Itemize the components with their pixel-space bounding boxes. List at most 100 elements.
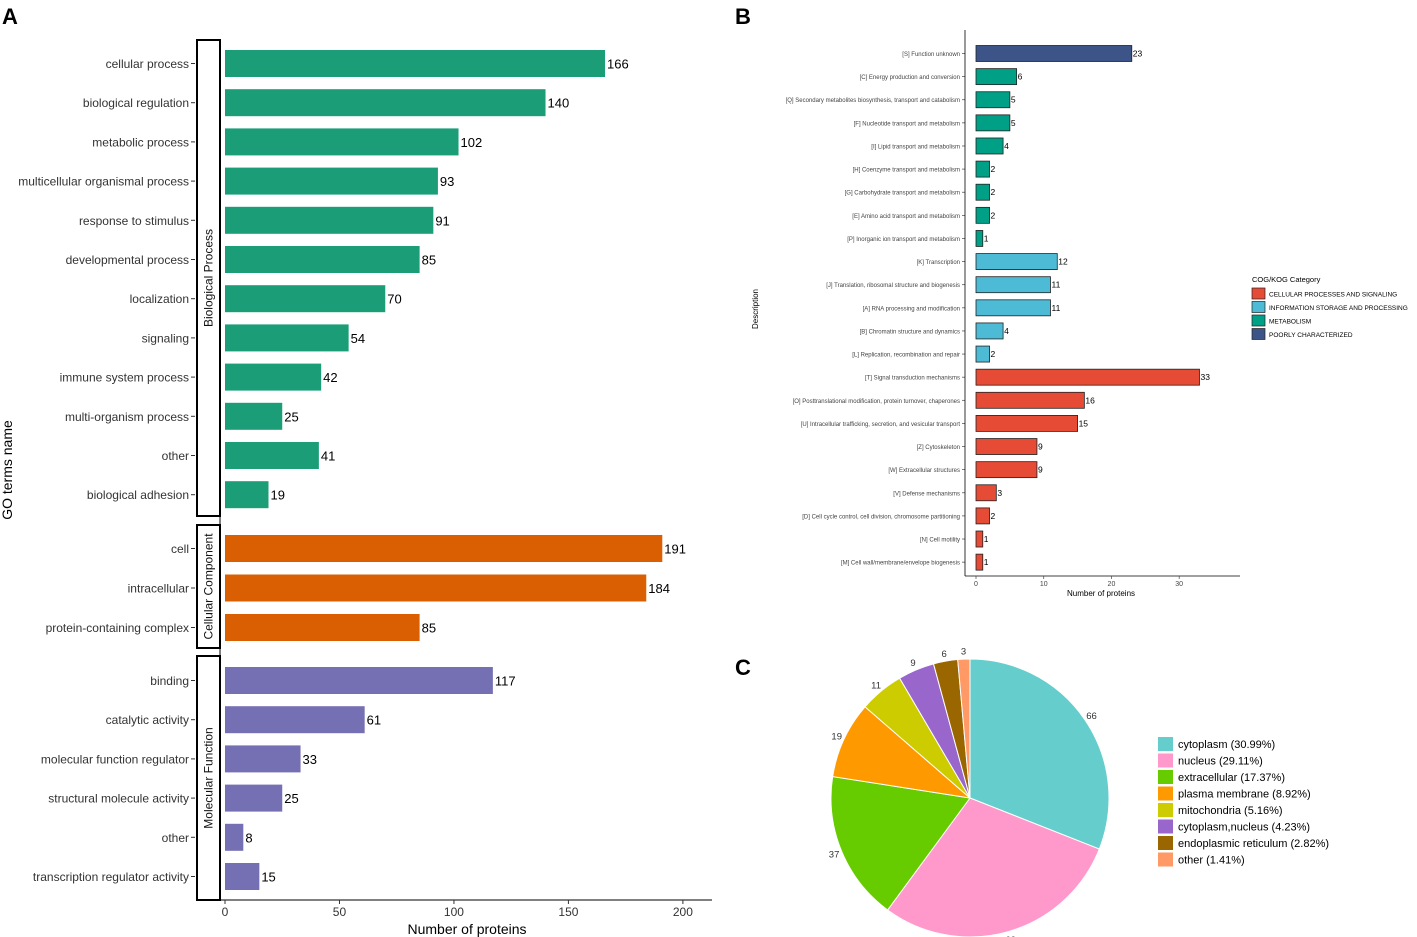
data-label: 5 [1011,95,1016,105]
bar [975,276,1051,294]
bar [975,206,990,224]
data-label: 184 [648,581,670,596]
category-label: [T] Signal transduction mechanisms [865,376,960,382]
category-label: metabolic process [92,135,189,149]
bar [975,160,990,178]
category-label: [Q] Secondary metabolites biosynthesis, … [786,98,960,104]
panel-b-label: B [735,4,751,29]
category-label: intracellular [128,582,189,596]
data-label: 42 [323,370,337,385]
bar [975,137,1004,155]
x-tick-label: 20 [1108,581,1116,588]
bar [975,461,1038,479]
legend-label: plasma membrane (8.92%) [1178,789,1311,801]
x-axis-title: Number of proteins [407,921,526,937]
bar [225,481,269,509]
category-label: catalytic activity [106,713,189,727]
data-label: 19 [271,488,285,503]
category-label: [N] Cell motility [920,538,960,544]
bar [225,89,546,117]
data-label: 1 [984,233,989,243]
bar [225,246,420,273]
category-label: multi-organism process [65,410,189,424]
legend-label: endoplasmic reticulum (2.82%) [1178,838,1329,850]
data-label: 70 [387,292,401,307]
bar [225,706,365,734]
data-label: 91 [435,213,449,228]
legend-swatch [1251,328,1266,340]
legend-swatch [1158,753,1173,768]
x-tick-label: 0 [974,581,978,588]
bar [975,299,1051,317]
bar [975,68,1018,86]
data-label: 5 [1011,118,1016,128]
bar [225,535,663,562]
data-label: 85 [422,253,436,268]
bar [975,507,990,525]
bar [975,415,1078,432]
data-label: 1 [984,557,989,567]
data-label: 16 [1085,395,1095,405]
data-label: 1 [984,534,989,544]
data-label: 2 [991,349,996,359]
x-tick-label: 50 [333,905,347,919]
category-label: [B] Chromatin structure and dynamics [860,329,960,335]
legend-label: cytoplasm (30.99%) [1178,739,1275,751]
category-label: cell [171,542,189,556]
category-label: other [162,831,189,845]
pie-slice [830,775,971,911]
category-label: [Z] Cytoskeleton [917,445,960,451]
category-label: developmental process [66,253,189,267]
legend-swatch [1251,314,1266,327]
x-tick-label: 10 [1040,581,1048,588]
category-label: [M] Cell wall/membrane/envelope biogenes… [841,561,960,567]
legend-title: COG/KOG Category [1252,275,1321,284]
bar [225,823,244,851]
bar [975,484,997,502]
data-label: 2 [991,164,996,174]
bar [975,253,1058,270]
panel-a-label: A [2,4,18,29]
data-label: 15 [261,870,275,885]
bar [975,183,990,201]
panel-c: C 66 62 37 19 11 9 6 3 cytoplasm (30.99%) nucleus… [735,647,1329,937]
legend-label: POORLY CHARACTERIZED [1269,332,1353,339]
category-label: [L] Replication, recombination and repai… [852,353,960,359]
category-label: [S] Function unknown [902,52,960,58]
category-label: [U] Intracellular trafficking, secretion… [801,422,961,428]
pie-slice [957,658,971,799]
bar [975,530,984,548]
category-label: [W] Extracellular structures [888,468,960,474]
legend-label: INFORMATION STORAGE AND PROCESSING [1269,305,1408,312]
slice-value-label: 11 [871,680,881,691]
x-tick-label: 100 [444,905,464,919]
bar [975,345,990,363]
data-label: 12 [1058,257,1068,267]
category-label: transcription regulator activity [33,870,189,884]
data-label: 33 [1201,372,1211,382]
data-label: 191 [664,542,686,557]
bar [225,667,493,694]
bar [225,363,322,391]
y-axis-title: Description [751,289,760,329]
panel-c-label: C [735,655,751,680]
category-label: response to stimulus [79,214,189,228]
category-label: [K] Transcription [917,260,960,266]
bar [975,91,1011,109]
legend-label: extracellular (17.37%) [1178,772,1285,784]
data-label: 11 [1052,280,1061,290]
slice-value-label: 9 [910,658,915,669]
category-label: localization [130,292,189,306]
data-label: 9 [1038,442,1043,452]
data-label: 2 [991,187,996,197]
category-label: [I] Lipid transport and metabolism [871,144,960,150]
bar [225,442,319,469]
legend-swatch [1158,803,1173,817]
panel-a: A 166 cellular process 140 biological regul… [0,4,712,937]
bar [225,745,301,773]
data-label: 25 [284,791,298,806]
bar [225,614,420,641]
category-label: biological adhesion [87,488,189,502]
data-label: 85 [422,621,436,636]
